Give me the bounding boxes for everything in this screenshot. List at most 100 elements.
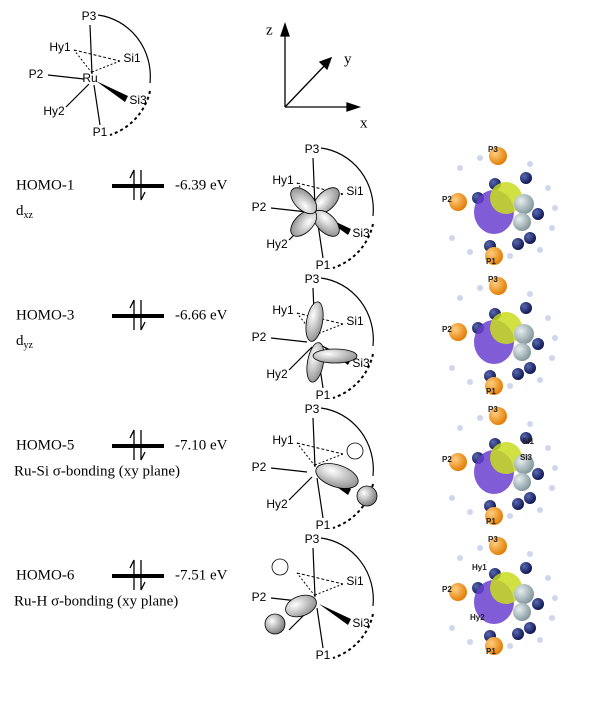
atom-label: Si1 [346, 184, 364, 198]
electron-down [140, 300, 146, 331]
render-si [513, 343, 531, 361]
orbital-row: HOMO-5 Ru-Si σ-bonding (xy plane) -7.10 eV [14, 429, 228, 479]
render-c [532, 208, 544, 220]
chelate-arc [97, 14, 151, 84]
render-p [449, 323, 467, 341]
render-h [467, 379, 473, 385]
orbital-render: P3 Hy1 Hy2 P2 P1 [442, 535, 558, 656]
orbital-lobe [285, 594, 317, 618]
atom-label: Si3 [129, 93, 147, 107]
render-h [477, 285, 483, 291]
render-lobe [490, 312, 522, 344]
chelate-arc [332, 223, 374, 269]
render-h [527, 161, 533, 167]
electron-up [129, 169, 135, 200]
render-p [449, 453, 467, 471]
render-c [532, 598, 544, 610]
structure: P3 Hy1 Si1 P2 Ru Hy2 Si3 P1 [29, 9, 151, 139]
bond [270, 337, 308, 343]
orbital-energy: -7.51 eV [175, 567, 228, 583]
hash-bond [296, 572, 316, 597]
render-label: P3 [488, 405, 498, 414]
orbital-energy: -6.39 eV [175, 177, 228, 193]
render-label: Si1 [522, 437, 535, 446]
orbital-description: Ru-H σ-bonding (xy plane) [14, 593, 178, 609]
hash-bond [296, 442, 344, 455]
render-si [513, 603, 531, 621]
render-label: P1 [486, 387, 496, 396]
render-lobe [490, 442, 522, 474]
energy-level [112, 184, 164, 188]
atom-sphere [271, 558, 289, 576]
render-h [537, 247, 543, 253]
render-si [513, 213, 531, 231]
atom-label: P1 [316, 518, 331, 532]
render-h [449, 365, 455, 371]
hash-bond [296, 182, 344, 195]
render-p [489, 407, 507, 425]
render-h [549, 485, 555, 491]
atom-label: P2 [252, 590, 267, 604]
hash-bond [296, 312, 344, 325]
energy-level [112, 444, 164, 448]
atom-label: Hy1 [272, 303, 294, 317]
energy-level [112, 574, 164, 578]
atom-label: P2 [252, 200, 267, 214]
axis-label: x [360, 115, 368, 131]
axis-label: z [266, 22, 273, 38]
atom-label: Si3 [352, 356, 370, 370]
render-h [449, 495, 455, 501]
render-h [545, 315, 551, 321]
render-h [552, 595, 558, 601]
bond [312, 417, 316, 468]
render-h [467, 249, 473, 255]
hash-bond [296, 572, 344, 585]
render-c [524, 492, 536, 504]
atom-sphere [264, 613, 286, 635]
render-label: P2 [442, 325, 452, 334]
render-label: P3 [488, 535, 498, 544]
render-h [449, 625, 455, 631]
orbital-description: Ru-Si σ-bonding (xy plane) [14, 463, 180, 479]
render-h [477, 545, 483, 551]
bond [312, 547, 316, 598]
electron-down [140, 170, 146, 201]
energy-level [112, 314, 164, 318]
chelate-arc [320, 277, 374, 347]
chelate-arc [320, 147, 374, 217]
render-h [552, 335, 558, 341]
bond [65, 83, 90, 108]
wedge-bond [96, 81, 128, 102]
render-c [532, 468, 544, 480]
render-si [514, 454, 534, 474]
hash-bond [314, 453, 344, 466]
render-c [520, 302, 532, 314]
render-h [537, 377, 543, 383]
render-c [520, 432, 532, 444]
orbital-name: HOMO-5 [16, 437, 74, 453]
render-h [457, 555, 463, 561]
symmetry-sub: xz [24, 210, 34, 221]
render-h [527, 421, 533, 427]
render-h [477, 415, 483, 421]
atom-label: P3 [305, 402, 320, 416]
atom-sphere [356, 485, 378, 507]
chelate-arc [320, 407, 374, 477]
render-p [449, 193, 467, 211]
render-p [485, 247, 503, 265]
render-p [485, 507, 503, 525]
axis-label: y [344, 51, 352, 67]
orbital-lobe [305, 301, 324, 342]
render-h [537, 507, 543, 513]
atom-label: Hy2 [266, 497, 288, 511]
render-h [549, 225, 555, 231]
render-c [520, 562, 532, 574]
render-label: Hy2 [470, 613, 485, 622]
render-label: P1 [486, 647, 496, 656]
render-h [467, 509, 473, 515]
electron-up [129, 429, 135, 460]
render-p [489, 537, 507, 555]
atom-label: Hy1 [49, 40, 71, 54]
render-c [520, 172, 532, 184]
orbital-diagram: P3 Hy1 Si1 P2 Hy2 Si3 P1 [252, 142, 374, 272]
